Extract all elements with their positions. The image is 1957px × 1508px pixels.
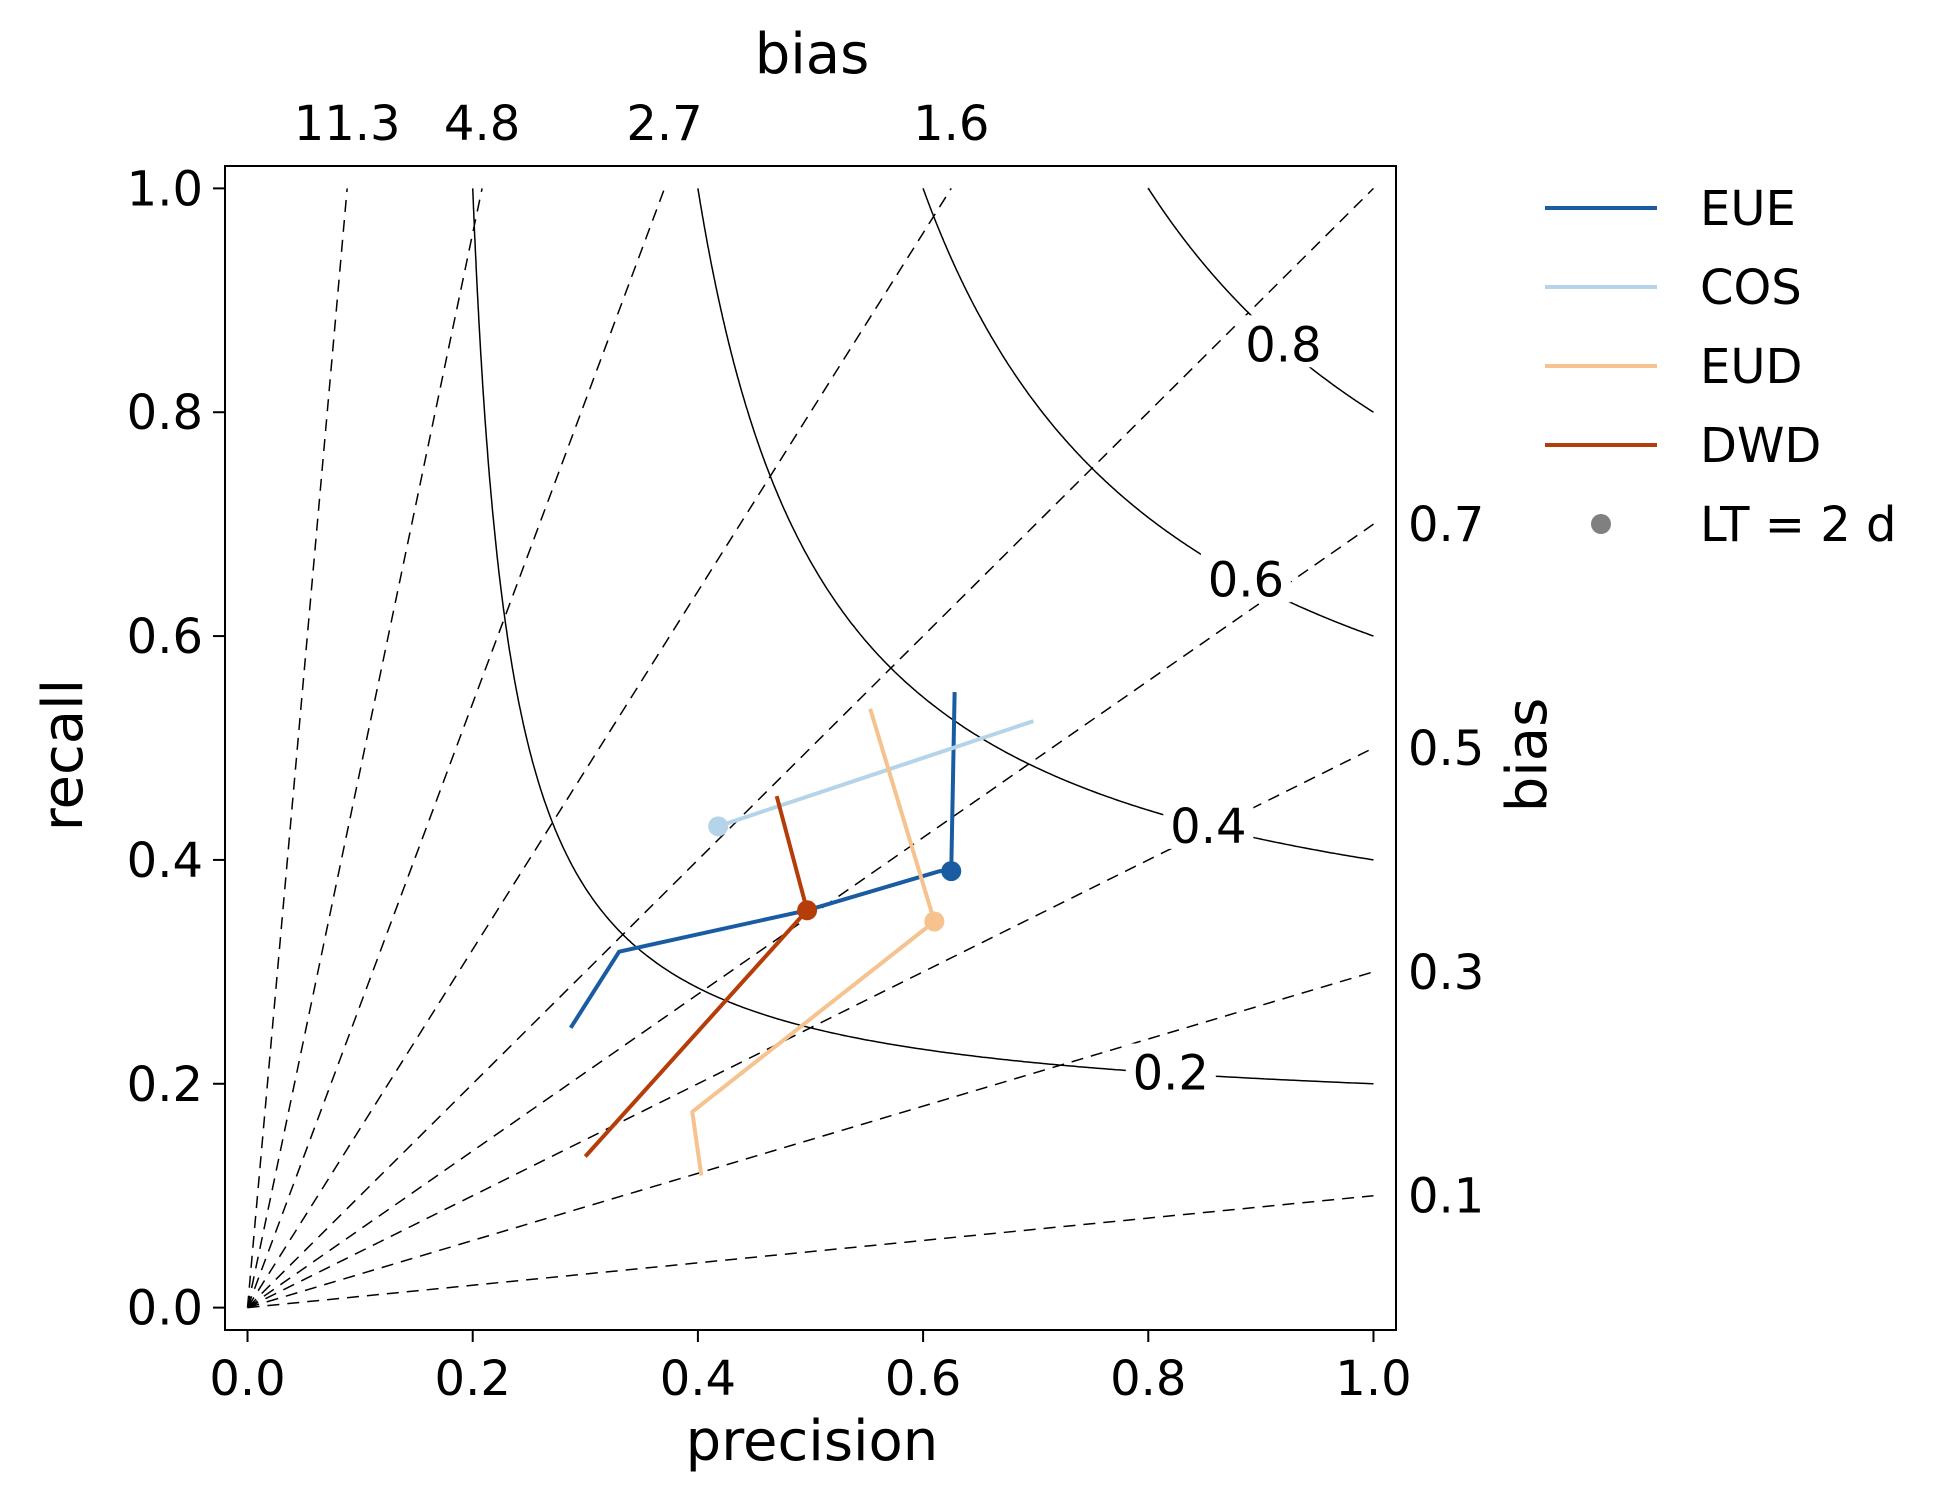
series-line-eud: [690, 708, 937, 1176]
csi-label: 0.8: [1245, 317, 1321, 373]
csi-contour: [471, 188, 1374, 1085]
legend: EUE COS EUD DWD LT = 2 d: [1545, 181, 1896, 553]
legend-label: COS: [1700, 260, 1802, 316]
right-axis-label: bias: [1495, 698, 1560, 813]
x-tick-label: 0.0: [209, 1351, 285, 1407]
legend-label: EUE: [1700, 181, 1796, 237]
x-tick-label: 0.4: [660, 1351, 736, 1407]
csi-label-bg: [1238, 315, 1329, 368]
csi-contours: 0.2 0.4 0.6 0.8: [471, 187, 1374, 1101]
csi-label-bg: [1125, 1043, 1216, 1096]
top-bias-labels: 11.3 4.8 2.7 1.6: [294, 96, 990, 152]
y-tick-label: 0.6: [127, 609, 203, 665]
right-bias-labels: 0.7 0.5 0.3 0.1: [1408, 497, 1484, 1225]
bias-line: [246, 188, 483, 1308]
y-axis-ticks: 0.0 0.2 0.4 0.6 0.8 1.0: [127, 161, 225, 1337]
right-bias-label: 0.1: [1408, 1169, 1484, 1225]
x-axis-ticks: 0.0 0.2 0.4 0.6 0.8 1.0: [209, 1330, 1412, 1407]
csi-label: 0.4: [1170, 799, 1246, 855]
marker-dwd: [797, 900, 818, 921]
top-bias-label: 2.7: [626, 96, 702, 152]
y-tick-label: 0.4: [127, 833, 203, 889]
y-tick-label: 1.0: [127, 161, 203, 217]
marker-eue: [941, 861, 962, 882]
csi-label: 0.2: [1133, 1045, 1209, 1101]
bias-lines: [246, 187, 1375, 1309]
bias-line: [246, 187, 1375, 1309]
y-tick-label: 0.8: [127, 385, 203, 441]
top-bias-label: 11.3: [294, 96, 401, 152]
csi-label-bg: [1200, 550, 1291, 603]
right-bias-label: 0.5: [1408, 721, 1484, 777]
series-lines: [569, 692, 1035, 1176]
plot-frame: [224, 165, 1397, 1331]
x-tick-label: 1.0: [1335, 1351, 1411, 1407]
legend-label: EUD: [1700, 339, 1802, 395]
bias-line: [247, 971, 1374, 1309]
y-tick-label: 0.0: [127, 1281, 203, 1337]
y-axis-label: recall: [31, 679, 96, 831]
marker-cos: [708, 816, 729, 837]
top-axis-label: bias: [755, 22, 870, 87]
bias-line: [246, 188, 348, 1308]
right-bias-label: 0.7: [1408, 497, 1484, 553]
legend-label: DWD: [1700, 418, 1821, 474]
series-markers: [708, 816, 962, 932]
right-bias-label: 0.3: [1408, 945, 1484, 1001]
series-line-dwd: [583, 795, 810, 1158]
csi-label-bg: [1163, 796, 1254, 849]
top-bias-label: 4.8: [444, 96, 520, 152]
series-line-eue-ext: [949, 692, 957, 872]
legend-marker: [1591, 514, 1611, 534]
marker-eud: [924, 911, 945, 932]
bias-line: [246, 187, 952, 1309]
top-bias-label: 1.6: [913, 96, 989, 152]
x-tick-label: 0.2: [435, 1351, 511, 1407]
legend-label: LT = 2 d: [1700, 497, 1896, 553]
csi-label: 0.6: [1208, 552, 1284, 608]
x-tick-label: 0.6: [885, 1351, 961, 1407]
bias-line: [247, 1194, 1374, 1309]
series-line-cos: [717, 719, 1035, 829]
x-tick-label: 0.8: [1110, 1351, 1186, 1407]
y-tick-label: 0.2: [127, 1057, 203, 1113]
x-axis-label: precision: [686, 1409, 939, 1474]
